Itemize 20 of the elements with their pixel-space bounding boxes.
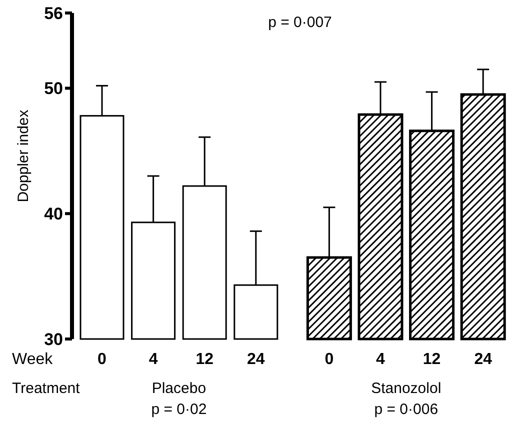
x-tick-label: 4 — [376, 351, 386, 368]
y-tick-label: 30 — [44, 330, 63, 349]
annotation: p = 0·007 — [268, 14, 332, 31]
y-tick-label: 40 — [44, 204, 63, 224]
y-tick-label: 50 — [44, 79, 63, 98]
text: Placebo — [152, 380, 206, 397]
y-axis-title: Doppler index — [15, 109, 32, 202]
x-tick-label: 24 — [474, 351, 492, 368]
x-tick-label: 24 — [247, 351, 265, 368]
text: Stanozolol — [371, 380, 442, 397]
x-tick-label: 0 — [98, 351, 107, 368]
y-tick-label: 56 — [44, 4, 63, 23]
x-tick-label: 4 — [148, 351, 158, 368]
text: p = 0·02 — [151, 401, 207, 418]
text: p = 0·006 — [374, 401, 438, 418]
text: Treatment — [12, 380, 81, 397]
x-tick-label: 0 — [324, 351, 334, 368]
x-tick-label: 12 — [422, 351, 441, 368]
x-tick-label: 12 — [196, 351, 214, 368]
x-axis-title: Week — [12, 351, 54, 368]
